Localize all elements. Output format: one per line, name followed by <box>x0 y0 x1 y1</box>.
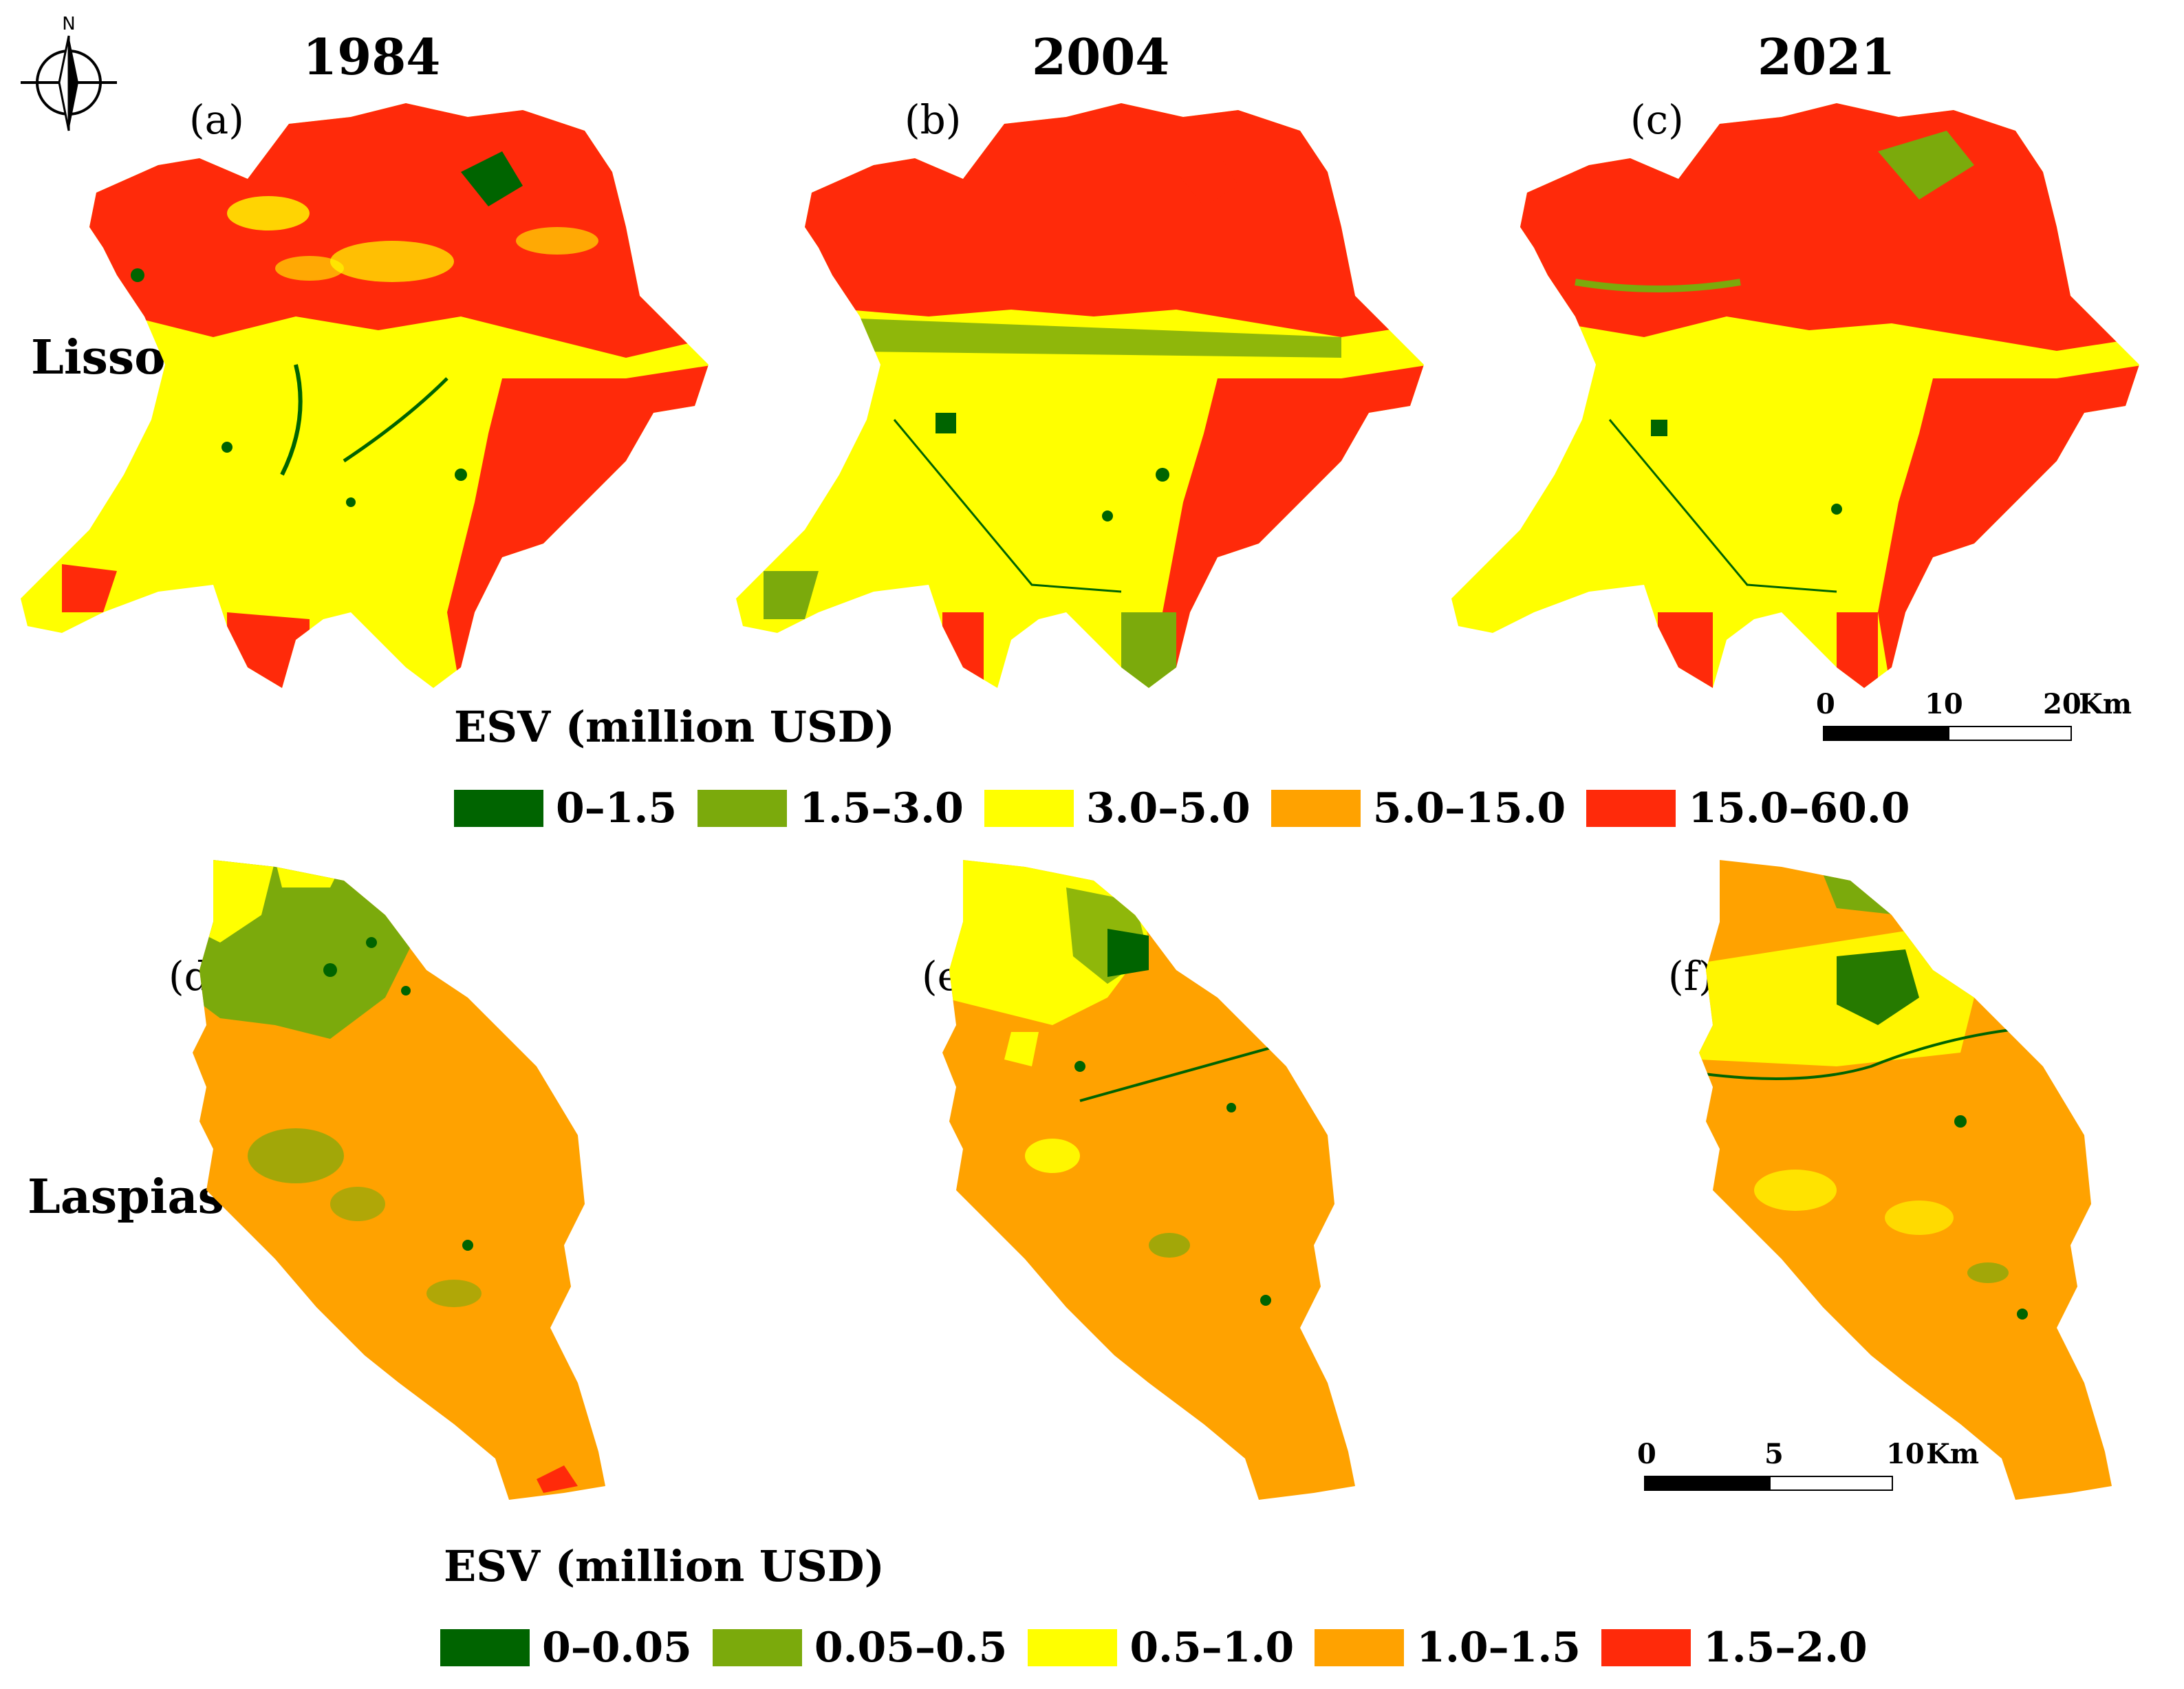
north-label: N <box>62 14 76 34</box>
legend-swatch <box>1028 1629 1118 1666</box>
scalebar-unit: Km <box>1926 1438 1980 1470</box>
legend-item: 0–1.5 <box>454 784 677 832</box>
legend-swatch <box>984 790 1074 827</box>
legend-item: 15.0–60.0 <box>1586 784 1910 832</box>
compass-icon <box>21 35 117 131</box>
legend-laspias: 0–0.05 0.05–0.5 0.5–1.0 1.0–1.5 1.5–2.0 <box>440 1624 1888 1672</box>
scalebar-black-segment <box>1644 1476 1771 1491</box>
legend-label: 0.5–1.0 <box>1129 1624 1295 1672</box>
legend-swatch <box>454 790 543 827</box>
map-lissos-2004 <box>736 103 1424 688</box>
scalebar-white-segment <box>1769 1476 1893 1491</box>
scalebar-white-segment <box>1948 726 2072 741</box>
year-header-2004: 2004 <box>1032 28 1170 86</box>
scalebar-lissos: 0 10 20 Km <box>1816 688 2132 750</box>
legend-label: 0.05–0.5 <box>814 1624 1008 1672</box>
year-header-2021: 2021 <box>1758 28 1896 86</box>
legend-title-lissos: ESV (million USD) <box>454 702 895 752</box>
legend-item: 0–0.05 <box>440 1624 692 1672</box>
panel-label-a: (a) <box>189 96 244 143</box>
legend-swatch <box>698 790 788 827</box>
legend-item: 3.0–5.0 <box>984 784 1251 832</box>
legend-label: 5.0–15.0 <box>1372 784 1566 832</box>
map-lissos-2021 <box>1451 103 2139 688</box>
panel-label-b: (b) <box>905 96 962 143</box>
scalebar-tick-10: 10 <box>1886 1438 1925 1470</box>
year-header-1984: 1984 <box>303 28 441 86</box>
legend-swatch <box>1315 1629 1405 1666</box>
scalebar-tick-5: 5 <box>1764 1438 1784 1470</box>
legend-label: 0–1.5 <box>556 784 678 832</box>
legend-item: 1.5–2.0 <box>1601 1624 1868 1672</box>
legend-label: 1.5–3.0 <box>799 784 964 832</box>
scalebar-black-segment <box>1823 726 1949 741</box>
legend-item: 0.05–0.5 <box>712 1624 1008 1672</box>
map-laspias-1984 <box>193 860 605 1500</box>
legend-lissos: 0–1.5 1.5–3.0 3.0–5.0 5.0–15.0 15.0–60.0 <box>454 784 1931 832</box>
legend-label: 3.0–5.0 <box>1085 784 1251 832</box>
scalebar-tick-0: 0 <box>1637 1438 1656 1470</box>
panel-label-f: (f) <box>1668 953 1714 1000</box>
legend-label: 1.0–1.5 <box>1416 1624 1581 1672</box>
legend-item: 0.5–1.0 <box>1028 1624 1294 1672</box>
legend-swatch <box>1601 1629 1691 1666</box>
map-laspias-2021 <box>1699 860 2112 1500</box>
map-lissos-1984 <box>21 103 709 688</box>
scalebar-tick-20: 20 <box>2043 688 2082 720</box>
legend-swatch <box>1586 790 1676 827</box>
north-arrow: N <box>21 14 117 138</box>
scalebar-laspias: 0 5 10 Km <box>1637 1438 1995 1500</box>
legend-title-laspias: ESV (million USD) <box>444 1541 885 1591</box>
region-label-laspias: Laspias <box>28 1170 224 1225</box>
legend-swatch <box>712 1629 802 1666</box>
scalebar-tick-10: 10 <box>1925 688 1963 720</box>
legend-swatch <box>1271 790 1361 827</box>
scalebar-unit: Km <box>2079 688 2132 720</box>
legend-swatch <box>440 1629 530 1666</box>
panel-label-c: (c) <box>1630 96 1684 143</box>
legend-item: 1.0–1.5 <box>1315 1624 1581 1672</box>
map-laspias-2004 <box>942 860 1355 1500</box>
legend-label: 0–0.05 <box>542 1624 692 1672</box>
legend-item: 5.0–15.0 <box>1271 784 1566 832</box>
scalebar-tick-0: 0 <box>1816 688 1835 720</box>
legend-label: 15.0–60.0 <box>1688 784 1910 832</box>
legend-label: 1.5–2.0 <box>1702 1624 1868 1672</box>
legend-item: 1.5–3.0 <box>698 784 964 832</box>
